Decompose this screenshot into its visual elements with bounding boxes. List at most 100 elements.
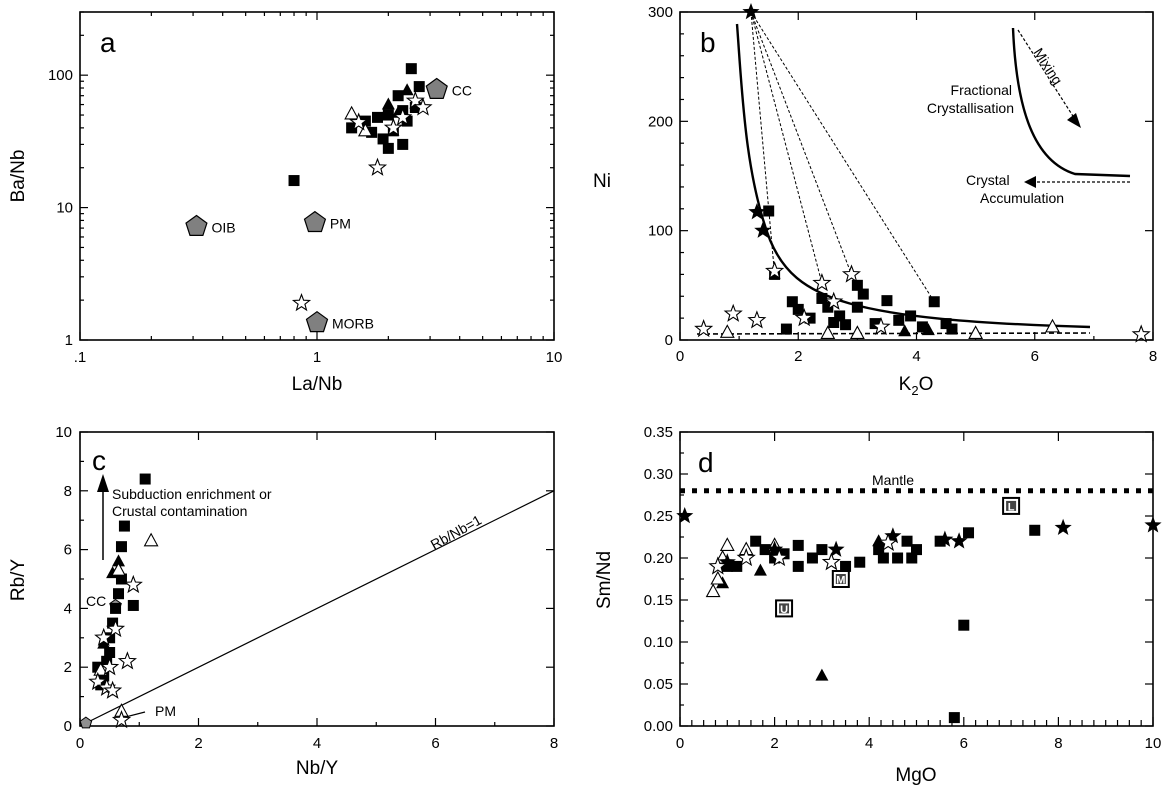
panel-c-frame [79, 431, 555, 727]
panel-c-x-tick-label: 2 [194, 735, 202, 752]
panel-b-frame [679, 11, 1154, 341]
panel-d-open-triangle-point [705, 583, 721, 598]
panel-d-filled-star-point [766, 540, 784, 557]
panel-a-letter: a [100, 27, 116, 58]
panel-b-open-triangle-point [968, 325, 984, 339]
panel-d-boxed-point-fill [835, 574, 846, 584]
panel-d-y-tick-label: 0.00 [644, 718, 673, 735]
panel-b-mixing-arrowhead [1067, 113, 1081, 128]
panel-c-filled-triangle-point [97, 636, 111, 649]
panel-c-square-point [113, 588, 125, 600]
panel-b-letter: b [700, 27, 716, 58]
panel-c-open-star-point [94, 627, 114, 646]
panel-a-square-point [397, 138, 409, 150]
panel-c-open-star-point [88, 671, 108, 691]
panel-a-reference-label: OIB [211, 219, 235, 235]
panel-b-label-crystal: Crystal [966, 172, 1010, 188]
panel-b-square-point [928, 296, 940, 308]
panel-a-square-point [392, 90, 404, 102]
panel-d-square-point [892, 552, 904, 564]
panel-b-open-triangle-point [849, 325, 865, 339]
panel-d-square-point [877, 552, 889, 564]
panel-c-open-star-point [123, 574, 143, 594]
panel-c-y-tick-label: 8 [64, 483, 72, 500]
panel-b-mixing-curve [735, 23, 1091, 329]
panel-a-square-point [409, 102, 421, 114]
panel-d-square-point [948, 712, 960, 724]
panel-d-x-tick-label: 2 [770, 735, 778, 752]
panel-c-x-tick-label: 0 [76, 735, 84, 752]
panel-b-open-star-point [1131, 324, 1151, 343]
panel-b-open-triangle-point [719, 324, 735, 338]
panel-d-open-star-point [878, 532, 898, 552]
panel-d-label-mantle: Mantle [872, 472, 914, 488]
panel-d-x-tick-label: 4 [865, 735, 873, 752]
panel-d-boxed-point-fill [779, 603, 790, 614]
panel-d-square-point [750, 535, 762, 547]
panel-c-label-subduction: Subduction enrichment or [112, 486, 272, 502]
panel-a-frame [79, 11, 555, 341]
panel-d-square-point [731, 560, 743, 572]
panel-a-open-star-point [393, 107, 413, 126]
panel-b-square-point [834, 310, 846, 322]
panel-a-square-point [288, 175, 300, 187]
panel-d-square-point [816, 544, 828, 556]
panel-d-square-point [792, 539, 804, 551]
panel-c-letter: c [92, 445, 106, 476]
panel-c-open-star-point [106, 618, 126, 638]
panel-c-x-tick-label: 6 [431, 735, 439, 752]
panel-d-square-point [958, 619, 970, 631]
panel-b-open-star-point [694, 319, 714, 338]
panel-a-reference-label: PM [330, 216, 351, 232]
panel-c-square-point [115, 541, 127, 553]
panel-b-square-point [822, 301, 834, 313]
panel-d-square-point [901, 535, 913, 547]
panel-b-square-point [916, 321, 928, 333]
panel-b-open-star-point [723, 303, 743, 322]
panel-a-reference-label: CC [452, 82, 472, 98]
panel-b-y-tick-label: 100 [648, 223, 673, 240]
panel-b-square-point [816, 292, 828, 304]
panel-b-filled-star-point [748, 203, 766, 220]
panel-d-x-tick-label: 10 [1145, 735, 1162, 752]
panel-c-square-point [115, 573, 127, 585]
panel-c-filled-triangle-point [112, 554, 126, 567]
panel-d-y-tick-label: 0.35 [644, 424, 673, 441]
panel-c-x-tick-label: 8 [550, 735, 558, 752]
panel-d-filled-star-point [676, 507, 694, 524]
panel-d-square-point [721, 560, 733, 572]
panel-c-square-point [118, 520, 130, 532]
panel-d-open-triangle-point [710, 570, 726, 585]
panel-a-x-tick-label: 10 [546, 349, 563, 366]
panel-c-square-point [107, 617, 119, 629]
panel-c-x-tick-label: 4 [313, 735, 321, 752]
panel-b-open-star-point [841, 264, 861, 283]
panel-b-square-point [893, 314, 905, 326]
panel-b-square-point [763, 205, 775, 217]
panel-d-y-tick-label: 0.15 [644, 592, 673, 609]
panel-a-square-point [382, 109, 394, 121]
panel-d-y-tick-label: 0.05 [644, 676, 673, 693]
panel-a-reference-label: MORB [332, 316, 374, 332]
panel-b-mixing-line [750, 11, 823, 284]
panel-d-filled-triangle-point [815, 668, 829, 681]
panel-b-square-point [792, 303, 804, 315]
panel-b-square-point [881, 295, 893, 307]
panel-d: d MgO Sm/Nd Mantle 0 2 4 6 8 10 0.00 0.05 0.10 0.… [594, 424, 1162, 786]
panel-c-square-point [139, 473, 151, 485]
panel-c-open-star-point [103, 680, 123, 699]
panel-d-square-point [792, 560, 804, 572]
panel-d-square-point [873, 544, 885, 556]
panel-b-square-point [828, 317, 840, 329]
panel-b-open-triangle-point [1045, 318, 1060, 333]
panel-b-mixing-arrow [1017, 29, 1079, 125]
panel-b-xlabel: K2O [899, 374, 934, 398]
panel-c-label-crustal: Crustal contamination [112, 503, 247, 519]
panel-d-filled-triangle-point [753, 563, 767, 576]
panel-b-mixing-line [750, 11, 776, 275]
panel-c-open-triangle-point [143, 532, 159, 547]
panel-d-open-star-point [769, 547, 789, 567]
panel-b-label-fractional: Fractional [951, 82, 1012, 98]
panel-b-x-tick-label: 8 [1149, 348, 1157, 365]
